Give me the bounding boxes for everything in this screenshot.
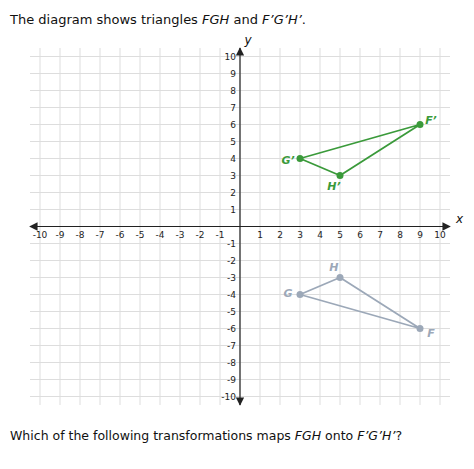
x-tick-label: -8 (76, 230, 85, 240)
text-part: and (229, 12, 262, 27)
x-tick-label: -9 (56, 230, 65, 240)
x-tick-label: 7 (377, 230, 383, 240)
text-part: Which of the following transformations m… (10, 428, 295, 443)
rich-text: The diagram shows triangles FGH and F’G’… (9, 12, 306, 27)
grid (30, 48, 450, 405)
y-tick-label: 10 (225, 52, 237, 62)
y-tick-label: -3 (227, 273, 236, 283)
vertex (337, 274, 344, 281)
x-tick-label: -3 (176, 230, 185, 240)
text-part: onto (321, 428, 357, 443)
vertex (417, 121, 424, 128)
y-tick-label: 4 (230, 154, 236, 164)
rich-text: Which of the following transformations m… (10, 428, 402, 443)
x-tick-label: -7 (96, 230, 105, 240)
point-labels: F G H F’ G’ H’ (281, 114, 436, 340)
x-tick-label: -1 (216, 230, 225, 240)
y-tick-label: -9 (227, 375, 236, 385)
text-part: . (302, 12, 306, 27)
x-tick-label: -5 (136, 230, 145, 240)
x-tick-label: 3 (297, 230, 303, 240)
text-part: The diagram shows triangles (9, 12, 202, 27)
x-tick-label: -4 (156, 230, 165, 240)
text-part: F’G’H’ (262, 12, 303, 27)
x-tick-label: 5 (337, 230, 343, 240)
y-tick-label: 8 (230, 86, 236, 96)
text-part: FGH (295, 428, 322, 443)
x-axis-label: x (455, 212, 464, 226)
y-tick-label: -5 (227, 307, 236, 317)
y-tick-label: 7 (230, 103, 236, 113)
vertex (297, 291, 304, 298)
x-tick-label: 10 (434, 230, 446, 240)
vertex-label: G (284, 287, 293, 300)
marks (297, 121, 424, 332)
x-tick-label: 9 (417, 230, 423, 240)
y-tick-label: -8 (227, 358, 236, 368)
text-part: ? (395, 428, 402, 443)
y-tick-label: -4 (227, 290, 236, 300)
triangle (300, 278, 420, 329)
x-tick-label: -6 (116, 230, 125, 240)
y-tick-label: -7 (227, 341, 236, 351)
vertex (297, 155, 304, 162)
y-tick-label: -10 (221, 392, 236, 402)
x-tick-label: 6 (357, 230, 363, 240)
vertex (337, 172, 344, 179)
y-tick-label: 9 (230, 69, 236, 79)
text-part: F’G’H’ (357, 428, 396, 443)
y-axis-label: y (243, 33, 252, 47)
y-tick-label: -1 (227, 239, 236, 249)
vertex (417, 325, 424, 332)
y-tick-label: 1 (230, 205, 236, 215)
vertex-label: F (427, 327, 435, 340)
y-tick-label: -2 (227, 256, 236, 266)
y-tick-label: 2 (230, 188, 236, 198)
tick-labels: -10 -9 -8 -7 -6 -5 -4 -3 -2 -1 1 2 3 4 5 6 7 8 9 10 -10 -9 -8 -… (33, 52, 446, 402)
y-tick-label: -6 (227, 324, 236, 334)
x-tick-label: 1 (257, 230, 263, 240)
grid-line (240, 48, 241, 405)
x-tick-label: -10 (33, 230, 48, 240)
vertex-label: F’ (425, 114, 437, 127)
axes (30, 48, 450, 405)
x-tick-label: 8 (397, 230, 403, 240)
y-tick-label: 5 (230, 137, 236, 147)
chart: The diagram shows triangles FGH and F’G’… (0, 0, 474, 469)
x-tick-label: 4 (317, 230, 323, 240)
y-tick-label: 6 (230, 120, 236, 130)
triangle (300, 125, 420, 176)
text-part: FGH (202, 12, 230, 27)
x-tick-label: -2 (196, 230, 205, 240)
vertex-label: G’ (281, 154, 294, 167)
y-axis (239, 48, 240, 405)
y-tick-label: 3 (230, 171, 236, 181)
vertex-label: H (329, 261, 338, 274)
vertex-label: H’ (327, 180, 340, 193)
x-tick-label: 2 (277, 230, 283, 240)
